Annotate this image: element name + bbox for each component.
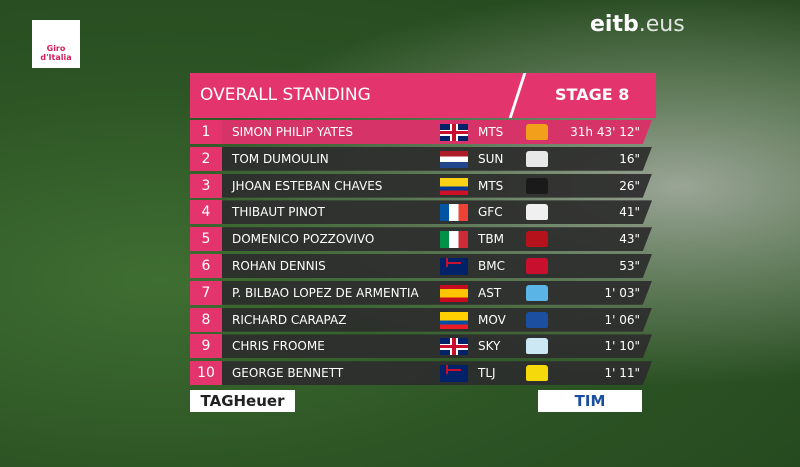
rider-name: SIMON PHILIP YATES bbox=[232, 125, 354, 139]
jersey bbox=[526, 124, 548, 140]
jersey bbox=[526, 365, 548, 382]
rider-name: THIBAUT PINOT bbox=[232, 205, 325, 220]
rider-name: DOMENICO POZZOVIVO bbox=[232, 232, 375, 247]
standing-row bbox=[190, 334, 652, 359]
jersey bbox=[526, 284, 548, 301]
jersey bbox=[526, 204, 548, 221]
flag bbox=[440, 338, 468, 356]
broadcaster-suffix: .eus bbox=[638, 12, 685, 37]
rank: 8 bbox=[190, 307, 222, 332]
flag bbox=[440, 258, 468, 275]
flag bbox=[440, 204, 468, 222]
standing-row bbox=[190, 173, 652, 198]
team: SUN bbox=[478, 151, 504, 166]
rank: 1 bbox=[190, 120, 222, 144]
rank: 6 bbox=[190, 254, 222, 278]
sponsor-right: TIM bbox=[538, 390, 642, 412]
time: 1' 03" bbox=[604, 285, 640, 300]
time: 1' 10" bbox=[604, 339, 640, 354]
rider-name: P. BILBAO LOPEZ DE ARMENTIA bbox=[232, 285, 419, 300]
time: 43" bbox=[619, 232, 640, 247]
team: BMC bbox=[478, 259, 505, 273]
team: SKY bbox=[478, 339, 501, 354]
time: 53" bbox=[619, 259, 640, 273]
time: 26" bbox=[619, 178, 640, 193]
jersey bbox=[526, 338, 548, 355]
rider-name: RICHARD CARAPAZ bbox=[232, 312, 347, 327]
rank: 5 bbox=[190, 227, 222, 252]
jersey bbox=[526, 231, 548, 248]
flag bbox=[440, 177, 468, 195]
broadcaster-name: eitb bbox=[590, 12, 639, 37]
standing-row bbox=[190, 361, 652, 386]
giro-logo: Giro d'Italia bbox=[32, 20, 80, 68]
standing-row bbox=[190, 200, 652, 225]
time: 16" bbox=[619, 151, 640, 166]
flag bbox=[440, 231, 468, 249]
rank: 3 bbox=[190, 173, 222, 198]
header-stage: STAGE 8 bbox=[555, 85, 630, 104]
standing-row bbox=[190, 307, 652, 332]
flag bbox=[440, 311, 468, 329]
time: 1' 11" bbox=[604, 366, 640, 381]
standing-row bbox=[190, 254, 652, 278]
team: TBM bbox=[478, 232, 504, 247]
rider-name: ROHAN DENNIS bbox=[232, 259, 326, 273]
standing-row bbox=[190, 280, 652, 305]
rider-name: GEORGE BENNETT bbox=[232, 366, 344, 381]
time: 1' 06" bbox=[604, 312, 640, 327]
flag bbox=[440, 150, 468, 168]
rider-name: JHOAN ESTEBAN CHAVES bbox=[232, 178, 383, 193]
rank: 9 bbox=[190, 334, 222, 359]
sponsor-left: TAGHeuer bbox=[190, 390, 295, 412]
rank: 7 bbox=[190, 280, 222, 305]
team: AST bbox=[478, 285, 502, 300]
team: MOV bbox=[478, 312, 506, 327]
broadcaster-logo: eitb.eus bbox=[590, 12, 685, 37]
standing-row bbox=[190, 120, 652, 144]
team: GFC bbox=[478, 205, 503, 220]
standing-row bbox=[190, 146, 652, 171]
rider-name: TOM DUMOULIN bbox=[232, 151, 329, 166]
flag bbox=[440, 284, 468, 302]
jersey bbox=[526, 150, 548, 167]
rank: 4 bbox=[190, 200, 222, 225]
jersey bbox=[526, 311, 548, 328]
header-bar bbox=[190, 73, 656, 118]
time: 31h 43' 12" bbox=[570, 125, 640, 139]
jersey bbox=[526, 177, 548, 194]
team: MTS bbox=[478, 125, 504, 139]
rank: 10 bbox=[190, 361, 222, 386]
flag bbox=[440, 124, 468, 141]
jersey bbox=[526, 258, 548, 274]
team: TLJ bbox=[478, 366, 496, 381]
header-title: OVERALL STANDING bbox=[200, 85, 371, 105]
rider-name: CHRIS FROOME bbox=[232, 339, 325, 354]
time: 41" bbox=[619, 205, 640, 220]
team: MTS bbox=[478, 178, 504, 193]
flag bbox=[440, 365, 468, 383]
standing-row bbox=[190, 227, 652, 252]
rank: 2 bbox=[190, 146, 222, 171]
